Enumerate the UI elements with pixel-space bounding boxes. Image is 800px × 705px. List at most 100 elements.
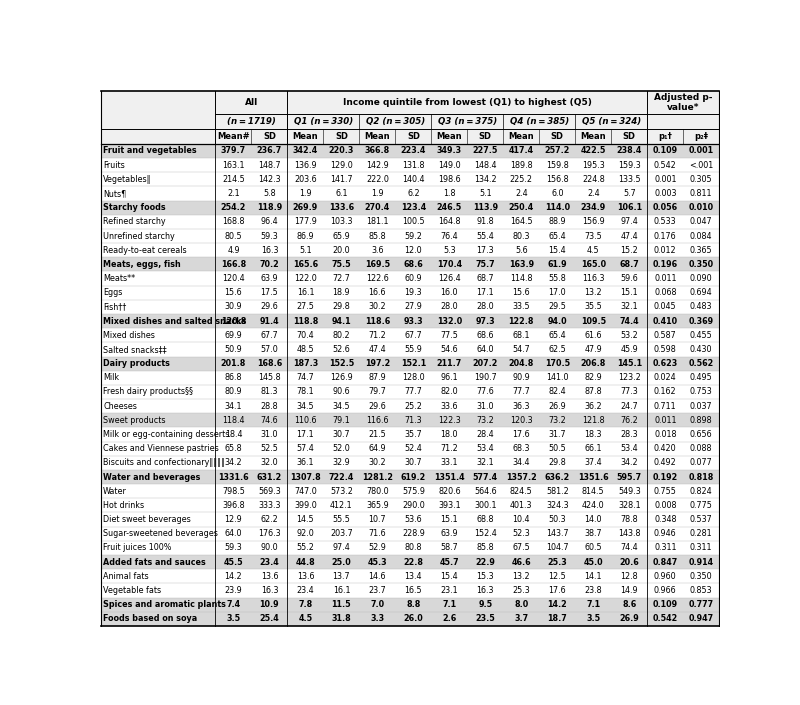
- Text: 58.7: 58.7: [441, 544, 458, 553]
- Text: Q5 (n = 324): Q5 (n = 324): [582, 117, 641, 126]
- Text: 1331.6: 1331.6: [218, 472, 249, 482]
- Text: 82.4: 82.4: [549, 388, 566, 396]
- Text: 122.3: 122.3: [438, 416, 461, 425]
- Text: 28.0: 28.0: [441, 302, 458, 312]
- Text: Q2 (n = 305): Q2 (n = 305): [366, 117, 425, 126]
- Text: 143.8: 143.8: [618, 529, 641, 538]
- Text: 0.311: 0.311: [690, 544, 713, 553]
- Text: 54.6: 54.6: [441, 345, 458, 354]
- Text: 82.0: 82.0: [441, 388, 458, 396]
- Text: 5.1: 5.1: [299, 246, 312, 255]
- Text: 14.9: 14.9: [621, 586, 638, 595]
- Text: 152.4: 152.4: [474, 529, 497, 538]
- Text: 246.5: 246.5: [437, 203, 462, 212]
- Text: Milk: Milk: [103, 374, 119, 382]
- Text: 65.4: 65.4: [549, 331, 566, 340]
- Text: 53.6: 53.6: [405, 515, 422, 524]
- Bar: [101, 314, 719, 329]
- Text: 74.6: 74.6: [261, 416, 278, 425]
- Bar: [101, 257, 719, 271]
- Text: 30.2: 30.2: [369, 302, 386, 312]
- Text: 0.088: 0.088: [690, 444, 713, 453]
- Text: 211.7: 211.7: [437, 359, 462, 368]
- Text: 11.5: 11.5: [332, 600, 351, 609]
- Text: 69.9: 69.9: [225, 331, 242, 340]
- Text: Eggs: Eggs: [103, 288, 122, 298]
- Bar: [101, 555, 719, 569]
- Text: 12.8: 12.8: [621, 572, 638, 581]
- Text: 44.8: 44.8: [295, 558, 315, 567]
- Text: 0.003: 0.003: [654, 189, 677, 198]
- Text: 0.533: 0.533: [654, 217, 677, 226]
- Text: 45.5: 45.5: [224, 558, 243, 567]
- Text: 0.853: 0.853: [690, 586, 713, 595]
- Text: 122.0: 122.0: [294, 274, 317, 283]
- Bar: [101, 484, 719, 498]
- Text: 59.2: 59.2: [405, 231, 422, 240]
- Text: 203.7: 203.7: [330, 529, 353, 538]
- Text: Water and beverages: Water and beverages: [103, 472, 201, 482]
- Text: 20.6: 20.6: [619, 558, 639, 567]
- Text: 103.3: 103.3: [330, 217, 353, 226]
- Text: 79.7: 79.7: [369, 388, 386, 396]
- Text: 80.5: 80.5: [225, 231, 242, 240]
- Bar: [101, 598, 719, 612]
- Bar: [101, 498, 719, 513]
- Text: 2.4: 2.4: [515, 189, 528, 198]
- Bar: [101, 527, 719, 541]
- Text: 68.6: 68.6: [477, 331, 494, 340]
- Text: 71.6: 71.6: [369, 529, 386, 538]
- Text: 0.192: 0.192: [653, 472, 678, 482]
- Text: 328.1: 328.1: [618, 501, 641, 510]
- Text: 71.3: 71.3: [405, 416, 422, 425]
- Text: 366.8: 366.8: [365, 147, 390, 156]
- Text: 68.3: 68.3: [513, 444, 530, 453]
- Text: 116.3: 116.3: [582, 274, 605, 283]
- Text: 132.0: 132.0: [437, 317, 462, 326]
- Text: 164.5: 164.5: [510, 217, 533, 226]
- Text: 62.5: 62.5: [549, 345, 566, 354]
- Text: 97.4: 97.4: [620, 217, 638, 226]
- Text: 300.1: 300.1: [474, 501, 497, 510]
- Text: 22.8: 22.8: [403, 558, 423, 567]
- Text: 149.0: 149.0: [438, 161, 461, 170]
- Text: 25.4: 25.4: [259, 614, 279, 623]
- Text: 0.410: 0.410: [653, 317, 678, 326]
- Text: 631.2: 631.2: [257, 472, 282, 482]
- Text: 3.6: 3.6: [371, 246, 384, 255]
- Text: 636.2: 636.2: [545, 472, 570, 482]
- Text: 15.3: 15.3: [477, 572, 494, 581]
- Bar: [101, 612, 719, 626]
- Text: 109.5: 109.5: [581, 317, 606, 326]
- Text: 92.0: 92.0: [297, 529, 314, 538]
- Text: 23.9: 23.9: [225, 586, 242, 595]
- Text: 18.4: 18.4: [225, 430, 242, 439]
- Text: 204.8: 204.8: [509, 359, 534, 368]
- Text: 26.0: 26.0: [403, 614, 423, 623]
- Text: 0.914: 0.914: [689, 558, 714, 567]
- Text: 50.5: 50.5: [549, 444, 566, 453]
- Text: 0.777: 0.777: [689, 600, 714, 609]
- Text: 59.3: 59.3: [225, 544, 242, 553]
- Text: 163.1: 163.1: [222, 161, 245, 170]
- Text: 2.1: 2.1: [227, 189, 240, 198]
- Text: 0.350: 0.350: [689, 260, 714, 269]
- Text: Animal fats: Animal fats: [103, 572, 149, 581]
- Text: 1351.4: 1351.4: [434, 472, 465, 482]
- Bar: [101, 357, 719, 371]
- Bar: [101, 470, 719, 484]
- Text: 222.0: 222.0: [366, 175, 389, 184]
- Text: 47.9: 47.9: [585, 345, 602, 354]
- Bar: [101, 229, 719, 243]
- Text: 0.012: 0.012: [654, 246, 677, 255]
- Text: 4.9: 4.9: [227, 246, 240, 255]
- Text: Mean: Mean: [581, 132, 606, 141]
- Text: SD: SD: [263, 132, 276, 141]
- Text: 0.492: 0.492: [654, 458, 677, 467]
- Text: 0.037: 0.037: [690, 402, 713, 411]
- Bar: [101, 329, 719, 343]
- Text: 29.8: 29.8: [333, 302, 350, 312]
- Text: 814.5: 814.5: [582, 486, 605, 496]
- Text: Spices and aromatic plants: Spices and aromatic plants: [103, 600, 226, 609]
- Text: 0.365: 0.365: [690, 246, 713, 255]
